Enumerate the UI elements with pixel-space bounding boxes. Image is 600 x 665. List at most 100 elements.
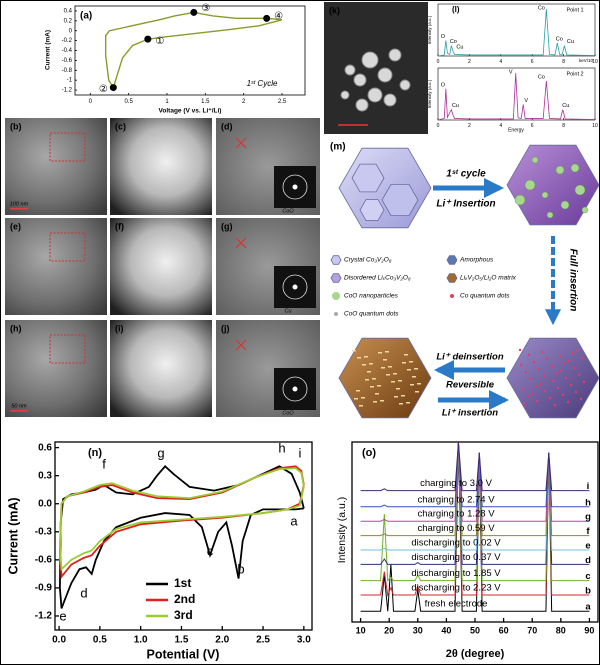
- nanoparticle: [514, 194, 526, 206]
- quantum-dot: [526, 394, 530, 398]
- crystal-grain: [380, 400, 384, 402]
- particle: [367, 87, 383, 103]
- x-tick-label: 80: [556, 625, 566, 635]
- particle: [388, 48, 402, 62]
- panel-label: (a): [80, 11, 92, 22]
- marker: [144, 35, 152, 43]
- image-note: CoO: [282, 208, 294, 214]
- series-letter: i: [587, 481, 590, 492]
- crystal-grain: [370, 386, 374, 388]
- step-label: 1ˢᵗ cycle: [446, 169, 486, 180]
- image-area: [324, 2, 428, 134]
- crystal-grain: [373, 401, 377, 403]
- x-tick-label: 40: [441, 625, 451, 635]
- quantum-dot: [540, 350, 544, 354]
- particle: [340, 90, 350, 100]
- plot-frame: [437, 67, 596, 121]
- image-label: (f): [115, 221, 124, 231]
- quantum-dot: [563, 361, 567, 365]
- x-tick-label: 1: [165, 99, 169, 105]
- crystal-grain: [375, 393, 379, 395]
- y-axis-label: Intensity (a.u.): [427, 79, 432, 108]
- crystal-grain: [361, 397, 365, 399]
- quantum-dot: [535, 399, 539, 403]
- micrograph: [5, 218, 107, 315]
- plot-frame: [54, 441, 313, 631]
- crystal-grain: [359, 405, 363, 407]
- y-tick-label: -0.6: [62, 58, 73, 64]
- image-note: Cu: [284, 308, 291, 314]
- series-line: [360, 441, 590, 612]
- crystal-grain: [391, 381, 395, 383]
- marker-label: ②: [99, 84, 108, 95]
- x-tick-label: 6: [531, 59, 534, 65]
- y-tick-label: -0.9: [35, 583, 53, 594]
- nanoparticle: [531, 156, 539, 164]
- crystal-grain: [396, 388, 400, 390]
- micrograph: [216, 118, 320, 215]
- legend-label: Disordered LiₓCo₃V₂O₈: [344, 275, 411, 282]
- y-tick-label: 0: [69, 28, 73, 34]
- series-label: charging to 3.0 V: [420, 478, 492, 489]
- x-tick-label: 10: [356, 625, 366, 635]
- image-note: 100 nm: [10, 201, 29, 207]
- series-label: charging to 1.28 V: [417, 509, 495, 520]
- peak-label: c: [207, 543, 214, 558]
- scale-bar: [10, 410, 28, 412]
- crystal-grain: [394, 396, 398, 398]
- x-axis-label: Energy: [508, 127, 524, 133]
- image-label: (c): [115, 121, 126, 131]
- quantum-dot: [530, 392, 534, 396]
- crystal-grain: [406, 402, 410, 404]
- quantum-dot: [543, 389, 547, 393]
- x-axis-label: Potential (V): [147, 647, 220, 661]
- series-letter: c: [585, 571, 590, 582]
- image-area: [5, 118, 107, 215]
- quantum-dot: [566, 400, 570, 404]
- peak-label: Cu: [562, 103, 569, 109]
- lattice-marker: [235, 137, 247, 149]
- image-area: [5, 218, 107, 315]
- crystal-grain: [354, 398, 358, 400]
- x-tick-label: 50: [470, 625, 480, 635]
- crystal-grain: [398, 380, 402, 382]
- x-tick-label: 20: [384, 625, 394, 635]
- hexagon-grain: [359, 199, 385, 221]
- image-area: [110, 118, 212, 215]
- crystal-grain: [410, 384, 414, 386]
- image-note: CoO: [282, 410, 294, 416]
- series-label: charging to 0.59 V: [417, 523, 495, 534]
- x-tick-label: 2: [242, 99, 246, 105]
- x-tick-label: 2: [468, 123, 471, 129]
- y-tick-label: -1.2: [62, 88, 73, 94]
- image-label: (d): [221, 121, 233, 131]
- peak-label: b: [237, 561, 244, 576]
- particle: [344, 64, 356, 76]
- peak-label: f: [102, 456, 106, 471]
- series-line: [360, 441, 590, 597]
- x-tick-label: 10: [592, 123, 598, 129]
- image-area: [110, 218, 212, 315]
- nanoparticle: [581, 206, 589, 214]
- legend-label: 3rd: [174, 608, 193, 622]
- marker: [190, 8, 198, 16]
- panel-label: (o): [362, 447, 376, 459]
- peak-label: Cu: [567, 39, 574, 45]
- x-tick-label: 1.5: [175, 635, 189, 646]
- particle: [377, 67, 393, 83]
- quantum-dot: [580, 356, 584, 360]
- particle: [355, 98, 369, 112]
- diffraction-spot: [292, 184, 298, 190]
- crystal-grain: [388, 366, 392, 368]
- legend-icon: [450, 294, 454, 298]
- quantum-dot: [537, 367, 541, 371]
- peak-label: g: [157, 445, 164, 460]
- crystal-grain: [386, 374, 390, 376]
- particle: [353, 73, 367, 87]
- quantum-dot: [529, 377, 533, 381]
- y-tick-label: -0.6: [35, 554, 53, 565]
- crystal-grain: [367, 371, 371, 373]
- x-tick-label: 6: [531, 123, 534, 129]
- micrograph: [5, 118, 107, 215]
